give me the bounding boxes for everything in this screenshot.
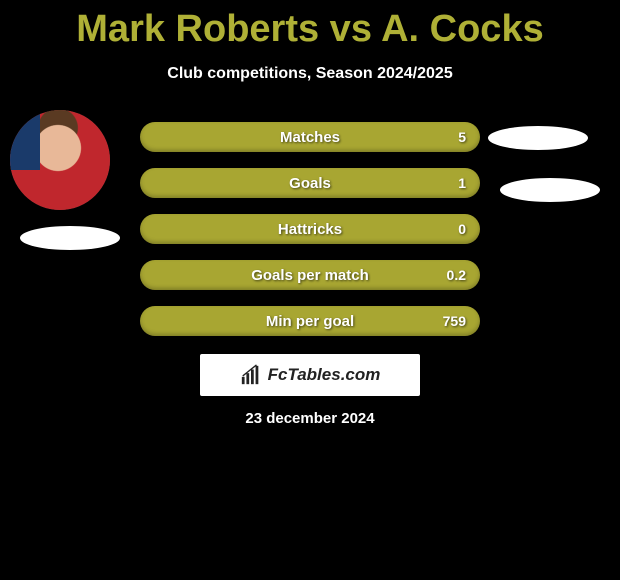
decorative-oval-right-2 [500,178,600,202]
branding-badge: FcTables.com [200,354,420,396]
stat-bar: Matches 5 [140,122,480,152]
date-label: 23 december 2024 [0,410,620,427]
stat-label: Min per goal [266,313,354,330]
page-title: Mark Roberts vs A. Cocks [0,0,620,51]
stat-value: 5 [458,129,466,145]
stat-bar: Goals 1 [140,168,480,198]
stat-value: 1 [458,175,466,191]
avatar-face [10,110,110,210]
player-avatar-left [10,110,110,210]
branding-text: FcTables.com [268,365,381,385]
decorative-oval-left [20,226,120,250]
stat-label: Hattricks [278,221,342,238]
stat-value: 759 [443,313,466,329]
page-subtitle: Club competitions, Season 2024/2025 [0,65,620,83]
stat-bar: Min per goal 759 [140,306,480,336]
stat-value: 0.2 [447,267,466,283]
stat-bar: Goals per match 0.2 [140,260,480,290]
chart-icon [240,364,262,386]
stat-value: 0 [458,221,466,237]
stats-bars: Matches 5 Goals 1 Hattricks 0 Goals per … [140,122,480,352]
stat-bar: Hattricks 0 [140,214,480,244]
stat-label: Matches [280,129,340,146]
stat-label: Goals per match [251,267,369,284]
decorative-oval-right-1 [488,126,588,150]
stat-label: Goals [289,175,331,192]
